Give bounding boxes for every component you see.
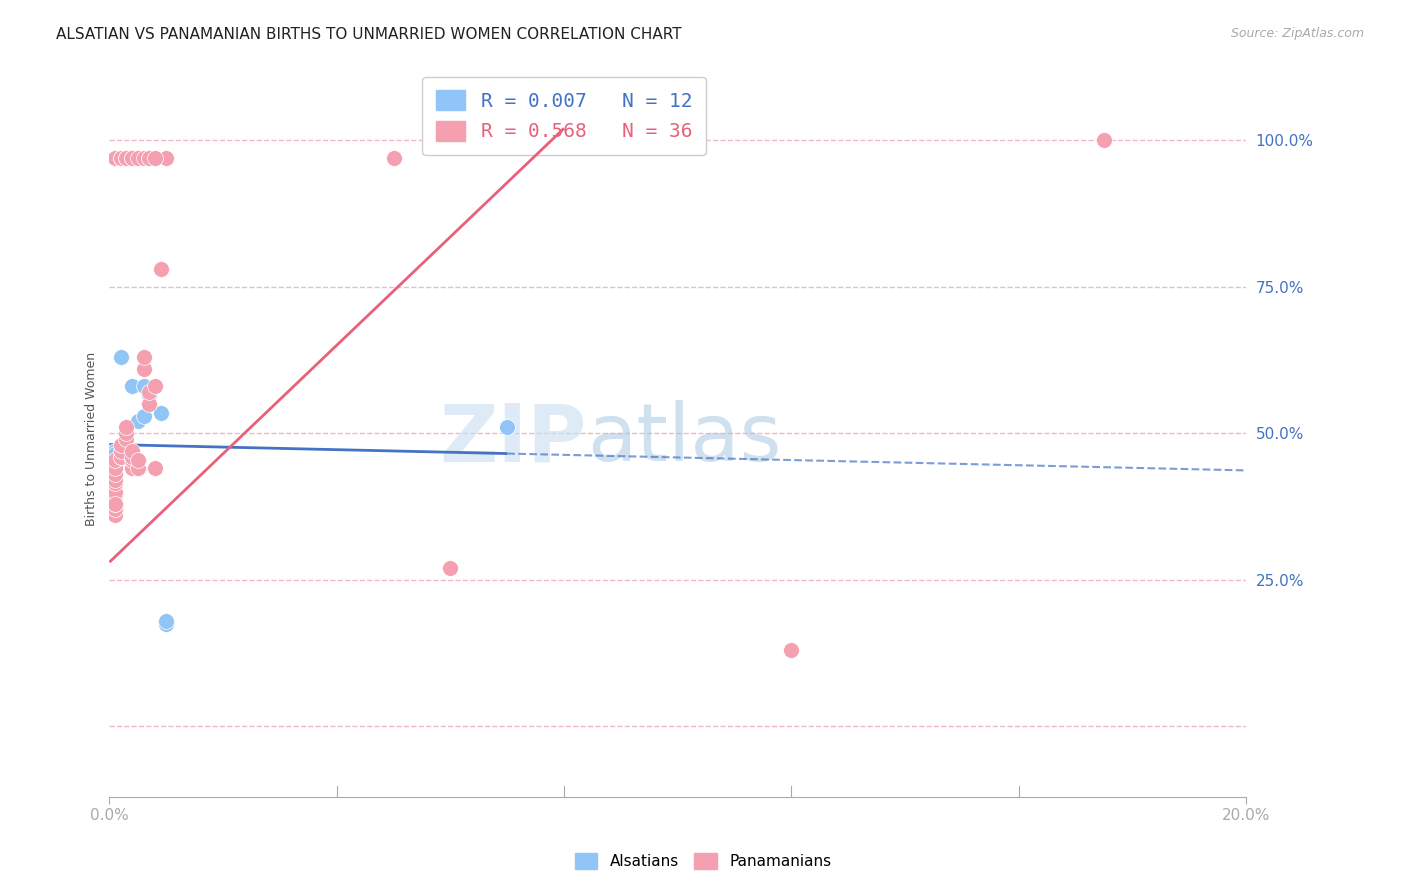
Point <box>138 151 160 165</box>
Point <box>439 561 461 575</box>
Point <box>138 388 160 402</box>
Point <box>127 461 149 475</box>
Point <box>138 397 160 411</box>
Point <box>110 443 132 458</box>
Point <box>121 379 143 393</box>
Point <box>143 379 166 393</box>
Point <box>104 508 127 523</box>
Point <box>149 262 172 277</box>
Point <box>115 151 138 165</box>
Point <box>149 406 172 420</box>
Point <box>110 151 132 165</box>
Legend: Alsatians, Panamanians: Alsatians, Panamanians <box>568 847 838 875</box>
Point <box>104 476 127 491</box>
Point <box>132 361 155 376</box>
Point <box>780 643 803 657</box>
Point <box>127 452 149 467</box>
Point <box>115 426 138 441</box>
Point <box>104 467 127 482</box>
Point <box>121 443 143 458</box>
Point <box>138 385 160 400</box>
Point <box>104 151 127 165</box>
Point <box>104 488 127 502</box>
Point <box>132 350 155 364</box>
Point <box>115 420 138 434</box>
Point <box>104 443 127 458</box>
Point <box>110 438 132 452</box>
Legend: R = 0.007   N = 12, R = 0.568   N = 36: R = 0.007 N = 12, R = 0.568 N = 36 <box>422 77 706 155</box>
Point <box>121 151 143 165</box>
Point <box>110 151 132 165</box>
Point <box>382 151 405 165</box>
Point <box>104 473 127 487</box>
Point <box>132 379 155 393</box>
Point <box>155 151 177 165</box>
Point <box>143 151 166 165</box>
Point <box>104 452 127 467</box>
Point <box>115 151 138 165</box>
Point <box>110 350 132 364</box>
Point <box>104 497 127 511</box>
Text: Source: ZipAtlas.com: Source: ZipAtlas.com <box>1230 27 1364 40</box>
Point <box>1092 133 1115 147</box>
Point <box>121 461 143 475</box>
Point <box>121 151 143 165</box>
Point <box>132 409 155 423</box>
Point <box>104 484 127 499</box>
Text: ALSATIAN VS PANAMANIAN BIRTHS TO UNMARRIED WOMEN CORRELATION CHART: ALSATIAN VS PANAMANIAN BIRTHS TO UNMARRI… <box>56 27 682 42</box>
Point <box>155 614 177 628</box>
Point <box>104 502 127 516</box>
Point <box>127 415 149 429</box>
Point <box>104 447 127 461</box>
Point <box>110 151 132 165</box>
Point <box>104 461 127 475</box>
Point <box>121 450 143 464</box>
Y-axis label: Births to Unmarried Women: Births to Unmarried Women <box>86 352 98 526</box>
Point <box>115 432 138 446</box>
Point <box>110 450 132 464</box>
Point <box>138 151 160 165</box>
Point <box>104 497 127 511</box>
Point <box>110 450 132 464</box>
Point <box>127 151 149 165</box>
Text: atlas: atlas <box>586 401 782 478</box>
Point <box>496 420 519 434</box>
Point <box>155 616 177 631</box>
Point <box>132 151 155 165</box>
Point <box>143 461 166 475</box>
Text: ZIP: ZIP <box>440 401 586 478</box>
Point <box>121 452 143 467</box>
